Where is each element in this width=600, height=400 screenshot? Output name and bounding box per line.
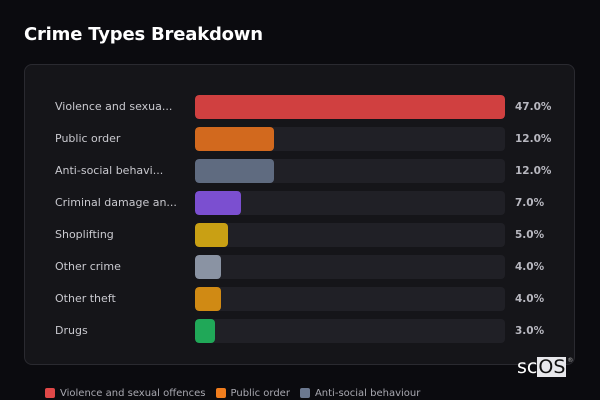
scos-logo: sc OS ® [517,357,573,377]
registered-mark: ® [567,357,574,364]
bar-label: Other crime [55,260,121,273]
legend-label: Anti-social behaviour [314,387,421,399]
bar-row[interactable]: Anti-social behavi... 12.0% [25,159,574,183]
bar-track [195,191,505,215]
bar-fill[interactable] [195,223,228,247]
bar-row[interactable]: Drugs 3.0% [25,319,574,343]
bar-fill[interactable] [195,159,275,183]
legend-swatch-icon [299,388,310,398]
bar-row[interactable]: Shoplifting 5.0% [25,223,574,247]
bar-value: 47.0% [515,101,552,113]
bar-value: 5.0% [515,229,545,241]
bar-track [195,255,505,279]
legend-item[interactable]: Violence and sexual offences [45,388,206,399]
bar-value: 7.0% [515,197,545,209]
bar-fill[interactable] [195,95,505,119]
bar-row[interactable]: Criminal damage an... 7.0% [25,191,574,215]
bar-label: Public order [55,132,121,145]
bar-track [195,159,505,183]
legend-swatch-icon [45,388,55,398]
bar-row[interactable]: Other crime 4.0% [25,255,574,279]
bar-fill[interactable] [195,319,215,343]
bar-fill[interactable] [195,127,275,151]
legend-label: Public order [230,387,290,399]
bar-value: 4.0% [515,261,545,273]
bar-row[interactable]: Public order 12.0% [25,127,574,151]
chart-title: Crime Types Breakdown [24,24,263,45]
bar-row[interactable]: Other theft 4.0% [25,287,574,311]
bar-track [195,95,505,119]
bar-track [195,127,505,151]
bar-fill[interactable] [195,287,222,311]
bar-label: Shoplifting [55,228,114,241]
bar-label: Anti-social behavi... [55,164,164,177]
bar-track [195,287,505,311]
bar-track [195,319,505,343]
bar-label: Criminal damage an... [55,196,177,209]
bar-value: 4.0% [515,293,545,305]
bar-label: Drugs [55,324,88,337]
legend-label: Violence and sexual offences [60,387,206,399]
chart-legend: Violence and sexual offences Public order… [45,386,420,400]
bar-value: 12.0% [515,133,552,145]
bar-fill[interactable] [195,191,242,215]
logo-text-sc: sc [517,356,538,378]
logo-text-os: OS [537,356,567,378]
bar-row[interactable]: Violence and sexua... 47.0% [25,95,574,119]
bar-track [195,223,505,247]
legend-item[interactable]: Public order [215,387,290,399]
bar-label: Violence and sexua... [55,100,173,113]
bar-fill[interactable] [195,255,222,279]
bar-value: 12.0% [515,165,552,177]
legend-item[interactable]: Anti-social behaviour [299,387,421,399]
bar-value: 3.0% [515,325,545,337]
bar-label: Other theft [55,292,116,305]
chart-panel: Violence and sexua... 47.0% Public order 12… [24,64,575,365]
legend-swatch-icon [215,388,226,398]
